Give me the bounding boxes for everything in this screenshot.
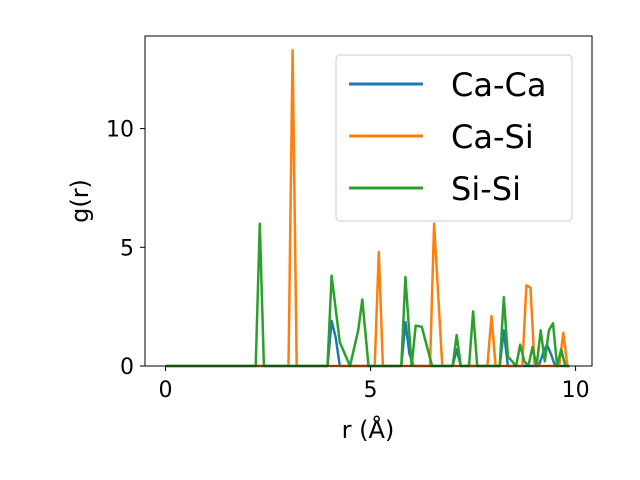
x-tick-label: 10	[562, 378, 590, 403]
x-axis-label: r (Å)	[342, 415, 395, 444]
legend-label-ca-ca: Ca-Ca	[451, 66, 546, 104]
y-tick-label: 10	[106, 118, 134, 143]
y-tick-label: 0	[120, 355, 134, 380]
y-axis-label: g(r)	[66, 179, 94, 223]
legend-label-si-si: Si-Si	[451, 170, 521, 208]
y-axis-ticks: 0 5 10	[106, 118, 145, 380]
legend-label-ca-si: Ca-Si	[451, 118, 534, 156]
x-axis-ticks: 0 5 10	[159, 366, 590, 403]
plot-frame	[144, 35, 593, 367]
y-tick-label: 5	[120, 236, 134, 261]
legend: Ca-Ca Ca-Si Si-Si	[335, 54, 573, 222]
x-tick-label: 0	[159, 378, 173, 403]
legend-frame	[335, 54, 573, 222]
series-line-si-si	[165, 222, 570, 368]
x-tick-label: 5	[364, 378, 378, 403]
